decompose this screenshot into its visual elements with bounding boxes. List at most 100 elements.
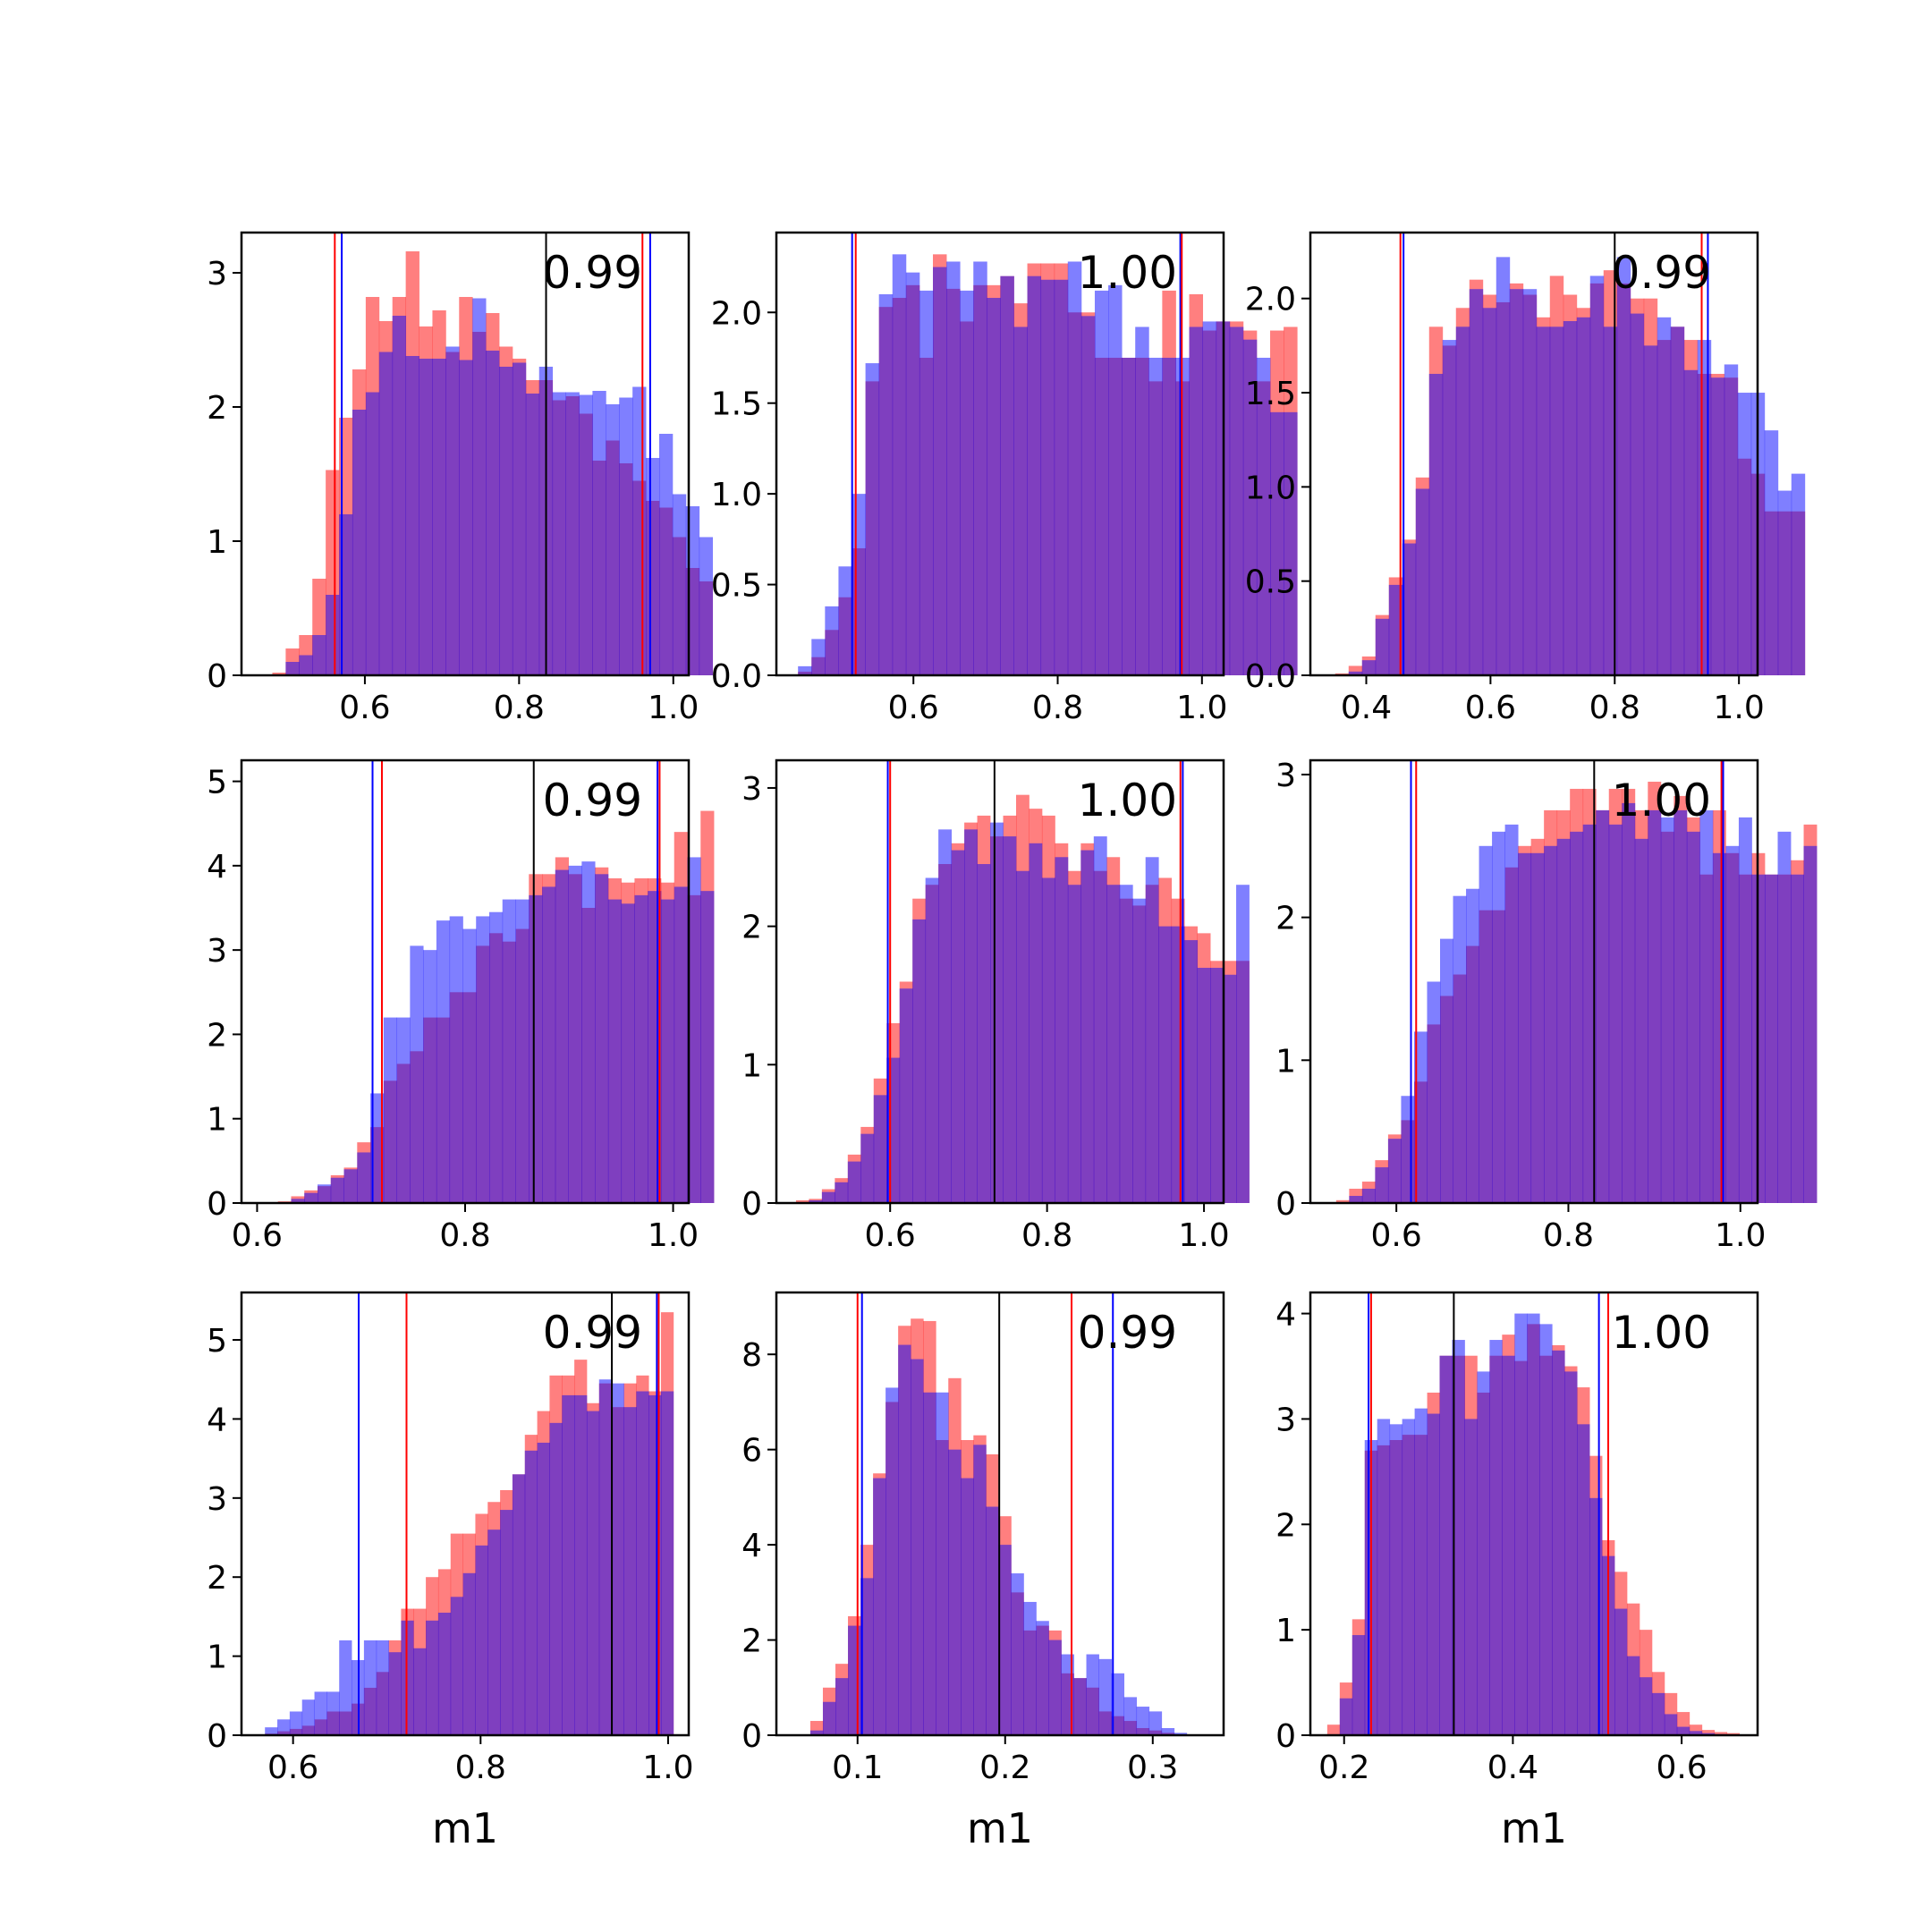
hist-bar-blue — [1536, 326, 1551, 675]
y-tick-label: 0.5 — [1245, 564, 1296, 601]
subplot-8: 0.1 0.2 0.3 0 2 4 6 8 0.99 m1 — [741, 1291, 1225, 1852]
hist-bar-blue — [318, 1184, 332, 1203]
axes-frame — [240, 1291, 691, 1737]
x-tick-label: 1.0 — [648, 690, 699, 726]
hist-bar-blue — [860, 1133, 875, 1203]
hist-bar-blue — [1119, 885, 1133, 1203]
hist-bar-blue — [1660, 817, 1674, 1203]
hist-bar-blue — [376, 1640, 389, 1735]
y-tick-label: 2 — [741, 1623, 762, 1660]
hist-bar-blue — [1479, 845, 1493, 1203]
hist-bar-blue — [1171, 926, 1185, 1204]
hist-bar-blue — [1577, 1424, 1590, 1735]
hist-bar-blue — [1036, 1621, 1049, 1735]
hist-bar-blue — [1348, 671, 1363, 675]
hist-bar-blue — [1442, 340, 1457, 675]
hist-bar-blue — [699, 537, 714, 675]
hist-bar-blue — [1256, 357, 1271, 675]
hist-bar-blue — [1377, 1419, 1391, 1735]
x-tick-label: 0.6 — [1656, 1750, 1707, 1786]
hist-bar-blue — [419, 359, 433, 675]
hist-bar-blue — [529, 894, 543, 1203]
x-tick-label: 0.8 — [494, 690, 545, 726]
hist-bar-blue — [405, 356, 419, 675]
y-tick-label: 0 — [741, 1186, 762, 1223]
hist-bar-blue — [1777, 831, 1792, 1203]
x-tick-label: 0.6 — [339, 690, 390, 726]
hist-bar-blue — [314, 1691, 327, 1735]
hist-bar-blue — [1339, 1698, 1353, 1735]
y-tick-label: 1 — [207, 524, 227, 561]
hist-bar-blue — [459, 360, 473, 675]
hist-bar-blue — [1455, 326, 1470, 675]
x-tick-label: 1.0 — [642, 1750, 693, 1786]
hist-bar-blue — [987, 298, 1001, 675]
y-tick-label: 0 — [207, 1186, 227, 1223]
hist-bar-blue — [1148, 357, 1163, 675]
hist-bar-blue — [1791, 874, 1804, 1203]
hist-bar-blue — [878, 293, 894, 675]
hist-bar-blue — [426, 1620, 439, 1735]
x-tick-label: 0.4 — [1341, 690, 1392, 726]
hist-bar-blue — [1634, 838, 1648, 1203]
hist-bar-blue — [835, 1182, 849, 1203]
x-tick-label: 0.8 — [439, 1217, 490, 1254]
hist-bar-blue — [1428, 373, 1444, 675]
hist-bar-blue — [396, 1017, 411, 1203]
hist-bar-blue — [1657, 317, 1672, 675]
hist-bar-blue — [607, 899, 623, 1203]
hist-bar-blue — [1439, 1355, 1453, 1735]
hist-bar-blue — [472, 298, 487, 675]
hist-bar-blue — [1015, 870, 1030, 1203]
series-blue — [809, 1344, 1188, 1735]
hist-bar-blue — [488, 911, 504, 1203]
hist-bar-blue — [990, 822, 1004, 1203]
hist-bar-blue — [1427, 1413, 1440, 1735]
x-tick-label: 1.0 — [1715, 1217, 1766, 1254]
hist-bar-blue — [301, 1699, 315, 1735]
hist-bar-blue — [378, 352, 394, 675]
x-tick-label: 1.0 — [1178, 1217, 1229, 1254]
hist-bar-blue — [961, 1478, 974, 1735]
x-tick-label: 0.6 — [888, 690, 939, 726]
hist-bar-blue — [1737, 393, 1752, 675]
hist-bar-blue — [304, 1192, 318, 1203]
hist-bar-blue — [848, 1625, 861, 1735]
y-tick-label: 0.0 — [1245, 658, 1296, 695]
hist-bar-blue — [1270, 411, 1284, 675]
y-tick-label: 4 — [741, 1528, 762, 1564]
annotation-value: 0.99 — [543, 775, 642, 826]
hist-bar-blue — [687, 857, 701, 1203]
hist-bar-blue — [1000, 275, 1014, 675]
hist-bar-blue — [847, 1161, 861, 1203]
hist-bar-blue — [1614, 1608, 1628, 1735]
hist-bar-blue — [1229, 326, 1244, 675]
annotation-value: 0.99 — [1612, 247, 1711, 299]
annotation-value: 1.00 — [1612, 1307, 1711, 1359]
hist-bar-blue — [1197, 968, 1211, 1203]
hist-bar-blue — [809, 1199, 823, 1203]
y-tick-label: 2 — [207, 1560, 227, 1597]
hist-bar-blue — [1549, 326, 1564, 675]
hist-bar-blue — [933, 267, 947, 675]
hist-bar-blue — [1145, 857, 1159, 1203]
hist-bar-blue — [1210, 968, 1224, 1203]
hist-bar-blue — [986, 1506, 999, 1735]
axes-frame — [1309, 1291, 1759, 1737]
hist-bar-blue — [1375, 618, 1390, 675]
hist-bar-blue — [475, 1545, 488, 1735]
x-tick-label: 1.0 — [648, 1217, 699, 1254]
y-tick-label: 1.5 — [711, 386, 762, 423]
hist-bar-blue — [660, 899, 675, 1203]
series-blue — [809, 822, 1250, 1204]
x-tick-label: 0.8 — [1021, 1217, 1072, 1254]
x-tick-label: 0.6 — [865, 1217, 916, 1254]
hist-bar-blue — [1402, 543, 1417, 675]
hist-bar-blue — [1158, 926, 1173, 1204]
y-tick-label: 0 — [1275, 1186, 1296, 1223]
axes-frame — [775, 231, 1225, 677]
hist-bar-blue — [700, 891, 715, 1203]
hist-bar-blue — [552, 392, 566, 675]
hist-bar-blue — [646, 458, 660, 675]
